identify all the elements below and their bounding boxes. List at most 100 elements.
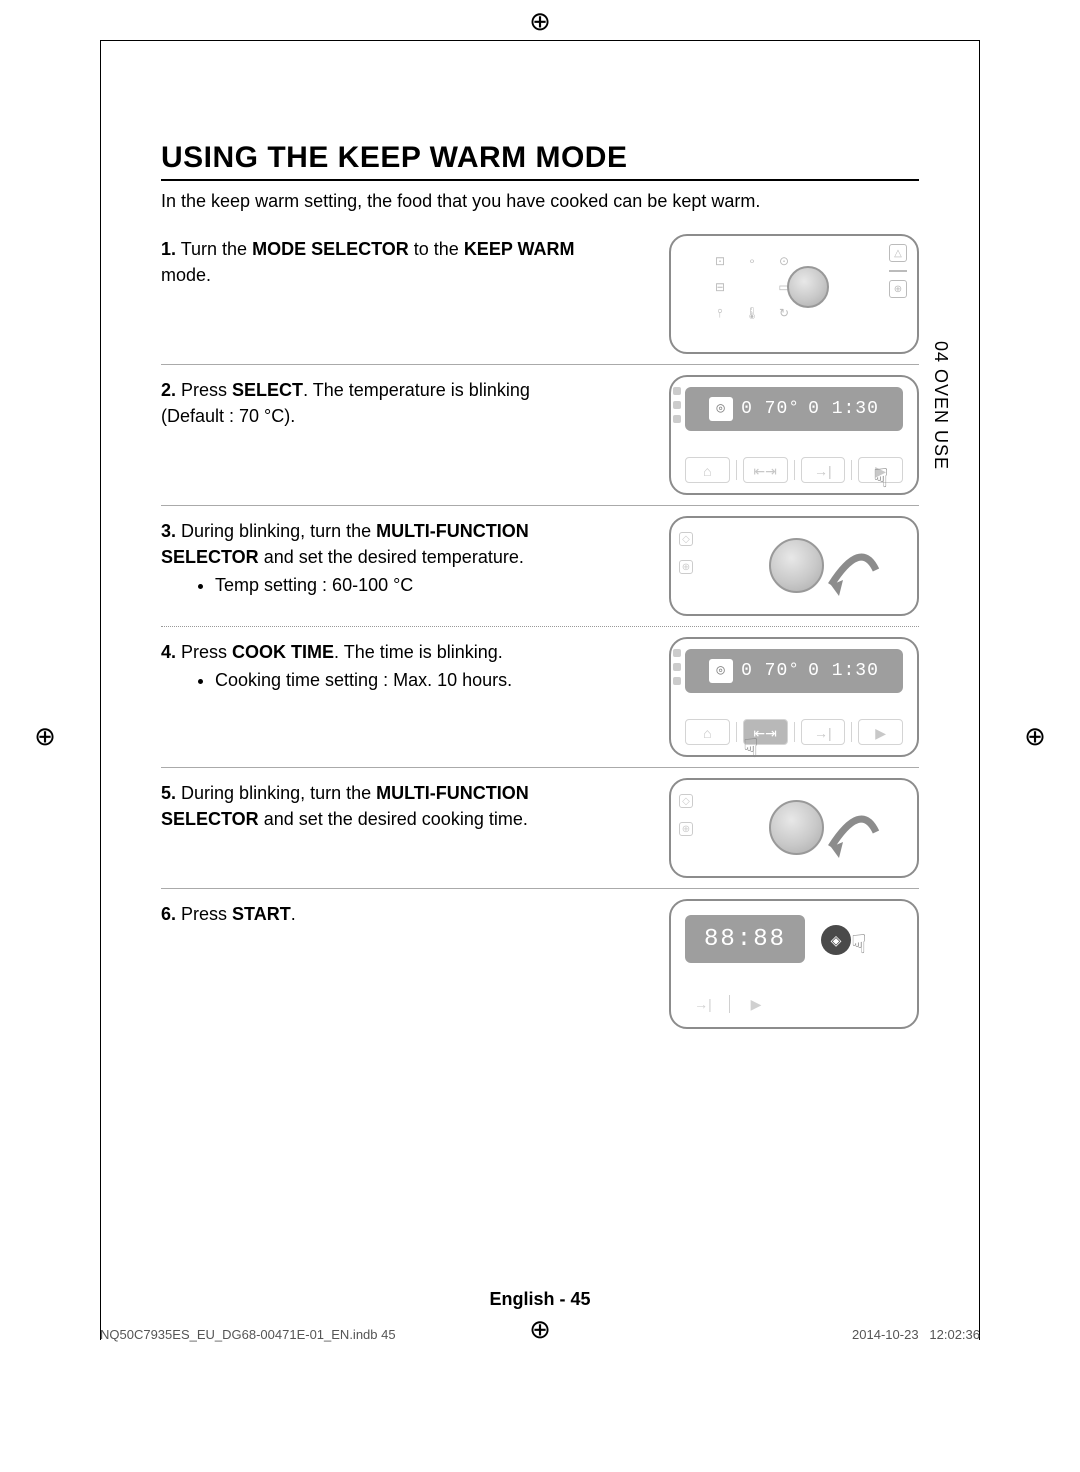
mode-indicator-icon: ◎ bbox=[709, 659, 733, 683]
side-buttons: ◇⊕ bbox=[679, 532, 693, 574]
step-row: 6. Press START. 88:88 ◈ ☟ →| ▶ bbox=[161, 889, 919, 1039]
step-illustration: ⊡ ∘ ⊙ ⊟ ▭ ⫯ 🌡 ↻ △ ⊕ bbox=[669, 234, 919, 354]
panel-button-icon: ◇ bbox=[679, 532, 693, 546]
divider bbox=[889, 270, 907, 272]
step-bold: COOK TIME bbox=[232, 642, 334, 662]
turn-arrow-icon bbox=[821, 530, 891, 610]
mode-icon: 🌡 bbox=[743, 304, 761, 322]
step-fragment: Press bbox=[181, 380, 232, 400]
divider bbox=[736, 722, 737, 742]
start-button-icon: ◈ bbox=[821, 925, 851, 955]
step-number: 6. bbox=[161, 904, 176, 924]
turn-arrow-icon bbox=[821, 792, 891, 872]
panel-button-icon: ⊕ bbox=[889, 280, 907, 298]
step-fragment: Press bbox=[181, 642, 232, 662]
divider bbox=[851, 722, 852, 742]
step-illustration: 88:88 ◈ ☟ →| ▶ bbox=[669, 899, 919, 1029]
display-panel: ◎ 0 70° 0 1:30 ⌂ ⇤⇥ →| ▶ ☟ bbox=[669, 637, 919, 757]
mode-icon: ∘ bbox=[743, 252, 761, 270]
step-bold: START bbox=[232, 904, 291, 924]
step-text: 5. During blinking, turn the MULTI-FUNCT… bbox=[161, 778, 591, 832]
mode-indicator-icon: ◎ bbox=[709, 397, 733, 421]
mode-icon: ↻ bbox=[775, 304, 793, 322]
selector-dial bbox=[769, 538, 824, 593]
hand-pointer-icon: ☟ bbox=[743, 733, 771, 761]
step-fragment: and set the desired temperature. bbox=[259, 547, 524, 567]
panel-button: ▶ bbox=[738, 993, 774, 1015]
step-bold: SELECT bbox=[232, 380, 303, 400]
steps-list: 1. Turn the MODE SELECTOR to the KEEP WA… bbox=[161, 224, 919, 1039]
panel-button: ⇤⇥ bbox=[743, 457, 788, 483]
panel-button-icon: ⊕ bbox=[679, 822, 693, 836]
footer-time: 12:02:36 bbox=[929, 1327, 980, 1342]
mode-icon: ⊡ bbox=[711, 252, 729, 270]
time-display: 88:88 bbox=[685, 915, 805, 963]
selector-dial bbox=[787, 266, 829, 308]
panel-button-icon: ◇ bbox=[679, 794, 693, 808]
section-side-label: 04 OVEN USE bbox=[930, 341, 951, 470]
selector-dial bbox=[769, 800, 824, 855]
step-text: 2. Press SELECT. The temperature is blin… bbox=[161, 375, 591, 429]
page-footer-center: English - 45 bbox=[489, 1289, 590, 1310]
step-fragment: to the bbox=[409, 239, 464, 259]
registration-mark-icon: ⊕ bbox=[30, 721, 60, 751]
step-fragment: mode. bbox=[161, 265, 211, 285]
step-text: 1. Turn the MODE SELECTOR to the KEEP WA… bbox=[161, 234, 591, 288]
step-number: 1. bbox=[161, 239, 176, 259]
mode-icon: ⫯ bbox=[711, 304, 729, 322]
page-footer-filename: NQ50C7935ES_EU_DG68-00471E-01_EN.indb 45 bbox=[100, 1327, 396, 1342]
registration-mark-icon: ⊕ bbox=[525, 1314, 555, 1344]
button-row: ⌂ ⇤⇥ →| ▶ bbox=[685, 719, 903, 745]
step-fragment: Press bbox=[181, 904, 232, 924]
panel-button: →| bbox=[801, 457, 846, 483]
hand-pointer-icon: ☟ bbox=[851, 929, 879, 957]
step-text: 4. Press COOK TIME. The time is blinking… bbox=[161, 637, 591, 693]
display-panel: ◎ 0 70° 0 1:30 ⌂ ⇤⇥ →| ▶ ☟ bbox=[669, 375, 919, 495]
step-bullet: Temp setting : 60-100 °C bbox=[215, 572, 575, 598]
divider bbox=[794, 460, 795, 480]
panel-button: →| bbox=[685, 993, 721, 1015]
panel-button: ⌂ bbox=[685, 457, 730, 483]
panel-button: ⌂ bbox=[685, 719, 730, 745]
step-fragment: . The time is blinking. bbox=[334, 642, 503, 662]
step-row: 2. Press SELECT. The temperature is blin… bbox=[161, 365, 919, 506]
step-illustration: ◇⊕ bbox=[669, 516, 919, 616]
divider bbox=[794, 722, 795, 742]
step-fragment: During blinking, turn the bbox=[181, 521, 376, 541]
step-illustration: ◎ 0 70° 0 1:30 ⌂ ⇤⇥ →| ▶ ☟ bbox=[669, 637, 919, 757]
step-illustration: ◎ 0 70° 0 1:30 ⌂ ⇤⇥ →| ▶ ☟ bbox=[669, 375, 919, 495]
page-title: USING THE KEEP WARM MODE bbox=[161, 141, 919, 181]
side-buttons: △ ⊕ bbox=[889, 244, 909, 298]
step-fragment: During blinking, turn the bbox=[181, 783, 376, 803]
panel-button: →| bbox=[801, 719, 846, 745]
mode-selector-panel: ⊡ ∘ ⊙ ⊟ ▭ ⫯ 🌡 ↻ △ ⊕ bbox=[669, 234, 919, 354]
step-number: 5. bbox=[161, 783, 176, 803]
panel-button-icon: ⊕ bbox=[679, 560, 693, 574]
mode-icon bbox=[743, 278, 761, 296]
button-row: →| ▶ bbox=[685, 993, 774, 1015]
step-fragment: . bbox=[291, 904, 296, 924]
panel-button-icon: △ bbox=[889, 244, 907, 262]
step-number: 2. bbox=[161, 380, 176, 400]
temperature-readout: 0 70° bbox=[741, 661, 800, 681]
step-text: 3. During blinking, turn the MULTI-FUNCT… bbox=[161, 516, 591, 598]
step-row: 5. During blinking, turn the MULTI-FUNCT… bbox=[161, 768, 919, 889]
step-illustration: ◇⊕ bbox=[669, 778, 919, 878]
mode-icon: ⊟ bbox=[711, 278, 729, 296]
step-bullet: Cooking time setting : Max. 10 hours. bbox=[215, 667, 575, 693]
intro-text: In the keep warm setting, the food that … bbox=[161, 191, 919, 212]
registration-mark-icon: ⊕ bbox=[1020, 721, 1050, 751]
step-row: 4. Press COOK TIME. The time is blinking… bbox=[161, 627, 919, 768]
step-number: 3. bbox=[161, 521, 176, 541]
step-number: 4. bbox=[161, 642, 176, 662]
manual-page: USING THE KEEP WARM MODE In the keep war… bbox=[100, 40, 980, 1340]
mode-icons-grid: ⊡ ∘ ⊙ ⊟ ▭ ⫯ 🌡 ↻ bbox=[711, 252, 793, 322]
dial-turn-panel: ◇⊕ bbox=[669, 778, 919, 878]
display-screen: ◎ 0 70° 0 1:30 bbox=[685, 387, 903, 431]
start-panel: 88:88 ◈ ☟ →| ▶ bbox=[669, 899, 919, 1029]
step-fragment: and set the desired cooking time. bbox=[259, 809, 528, 829]
page-footer-timestamp: 2014-10-23 12:02:36 bbox=[852, 1327, 980, 1342]
hand-pointer-icon: ☟ bbox=[873, 463, 901, 491]
step-fragment: Turn the bbox=[181, 239, 252, 259]
divider bbox=[729, 995, 730, 1013]
